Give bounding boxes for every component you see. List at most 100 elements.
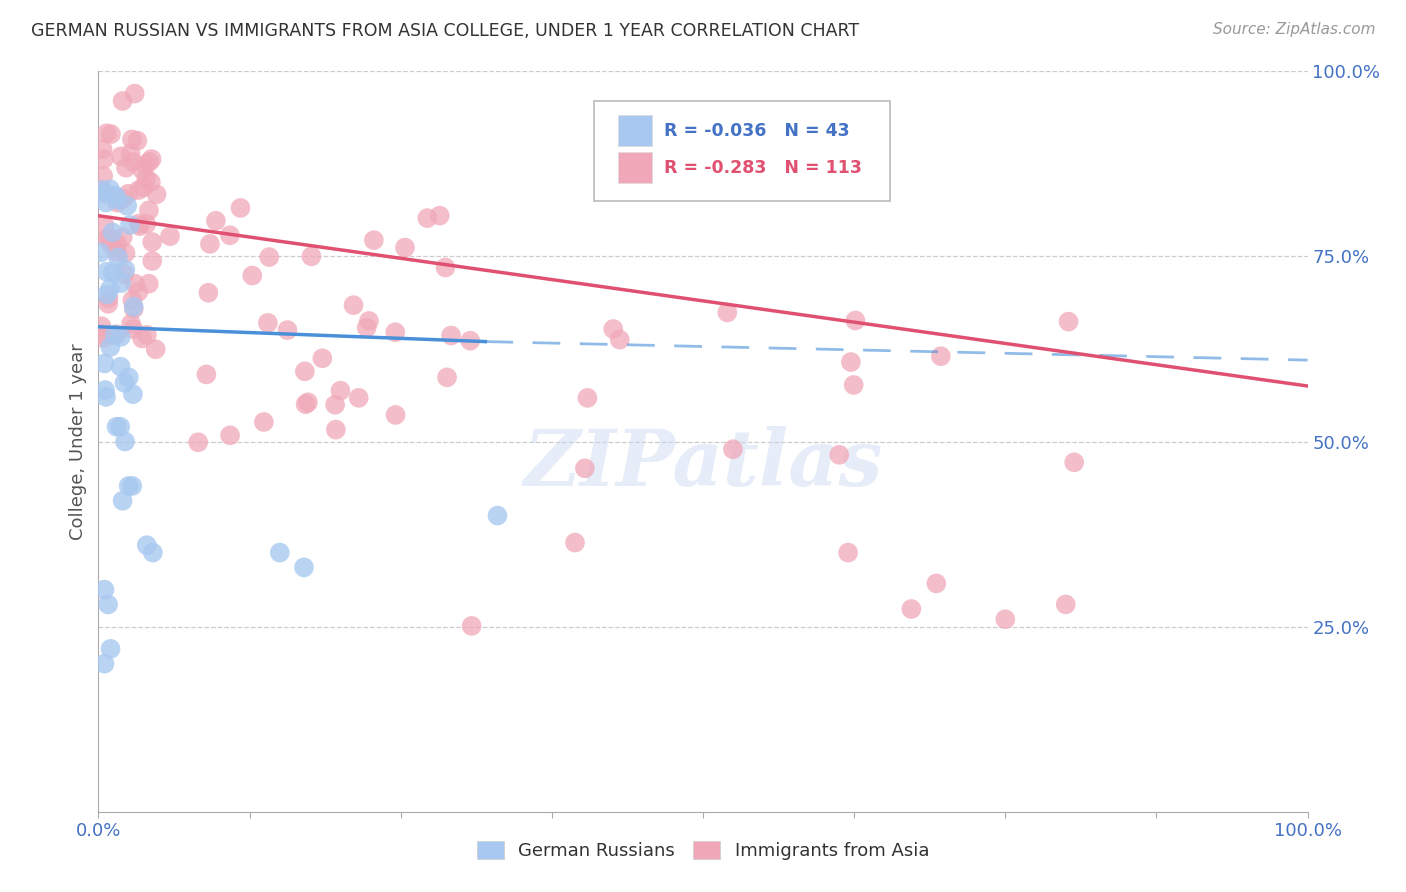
Point [187, 435, 209, 450]
Point [93, 356, 115, 370]
Point [434, 260, 457, 275]
FancyBboxPatch shape [595, 101, 890, 201]
Point [91, 142, 114, 156]
Point [436, 370, 458, 384]
Point [115, 199, 138, 213]
Y-axis label: College, Under 1 year: College, Under 1 year [69, 343, 87, 540]
Point [121, 132, 143, 146]
Point [100, 641, 122, 656]
Point [429, 209, 451, 223]
Point [253, 415, 276, 429]
Point [114, 262, 136, 277]
Bar [619, 152, 652, 183]
Point [98, 231, 121, 245]
Point [240, 268, 263, 283]
Point [257, 316, 280, 330]
Point [108, 419, 131, 434]
Point [96, 126, 118, 140]
Point [839, 355, 862, 369]
Point [90, 319, 112, 334]
Point [111, 493, 134, 508]
Text: R = -0.283   N = 113: R = -0.283 N = 113 [664, 159, 862, 177]
Point [135, 538, 157, 552]
Point [101, 225, 124, 239]
Point [294, 364, 316, 378]
Point [576, 391, 599, 405]
Point [138, 277, 160, 291]
Point [259, 250, 281, 264]
Point [114, 434, 136, 449]
Point [127, 285, 149, 299]
Point [105, 244, 128, 259]
Point [93, 582, 115, 597]
Point [299, 249, 322, 263]
Point [127, 134, 149, 148]
Point [564, 535, 586, 549]
Point [311, 351, 333, 366]
Point [91, 184, 114, 198]
Point [219, 228, 242, 243]
Point [90, 183, 112, 197]
Point [93, 153, 115, 167]
Point [384, 325, 406, 339]
Point [292, 560, 315, 574]
Point [323, 398, 346, 412]
Point [994, 612, 1017, 626]
Point [135, 327, 157, 342]
Point [138, 203, 160, 218]
Point [110, 149, 132, 163]
Point [96, 287, 118, 301]
Point [107, 193, 129, 207]
Point [128, 183, 150, 197]
Point [135, 171, 157, 186]
Point [122, 155, 145, 169]
Point [131, 331, 153, 345]
Point [828, 448, 851, 462]
Point [98, 340, 121, 354]
Point [122, 322, 145, 336]
Point [460, 619, 482, 633]
Point [269, 546, 291, 560]
Point [900, 602, 922, 616]
Point [602, 322, 624, 336]
Point [91, 169, 114, 183]
Point [141, 235, 163, 249]
Point [111, 230, 134, 244]
Point [111, 94, 134, 108]
Point [135, 158, 157, 172]
Point [486, 508, 509, 523]
Legend: German Russians, Immigrants from Asia: German Russians, Immigrants from Asia [470, 833, 936, 867]
Point [93, 219, 115, 233]
Point [89, 245, 111, 260]
Point [205, 214, 228, 228]
Point [96, 265, 118, 279]
Point [609, 333, 631, 347]
Point [114, 246, 136, 260]
Point [94, 186, 117, 201]
Point [138, 155, 160, 169]
Text: R = -0.036   N = 43: R = -0.036 N = 43 [664, 121, 851, 139]
Point [131, 162, 153, 177]
Point [104, 328, 127, 343]
Text: ZIPatlas: ZIPatlas [523, 425, 883, 502]
Point [124, 277, 146, 291]
Bar [619, 115, 652, 146]
Point [128, 217, 150, 231]
Point [122, 301, 145, 316]
Point [1054, 598, 1077, 612]
Point [118, 479, 141, 493]
Point [197, 285, 219, 300]
Point [117, 186, 139, 201]
Point [145, 187, 167, 202]
Point [97, 297, 120, 311]
Point [98, 182, 121, 196]
Point [219, 428, 242, 442]
Point [159, 229, 181, 244]
Point [141, 254, 163, 268]
Point [97, 231, 120, 245]
Point [97, 598, 120, 612]
Point [142, 546, 165, 560]
Point [135, 217, 157, 231]
Point [458, 334, 481, 348]
Point [842, 378, 865, 392]
